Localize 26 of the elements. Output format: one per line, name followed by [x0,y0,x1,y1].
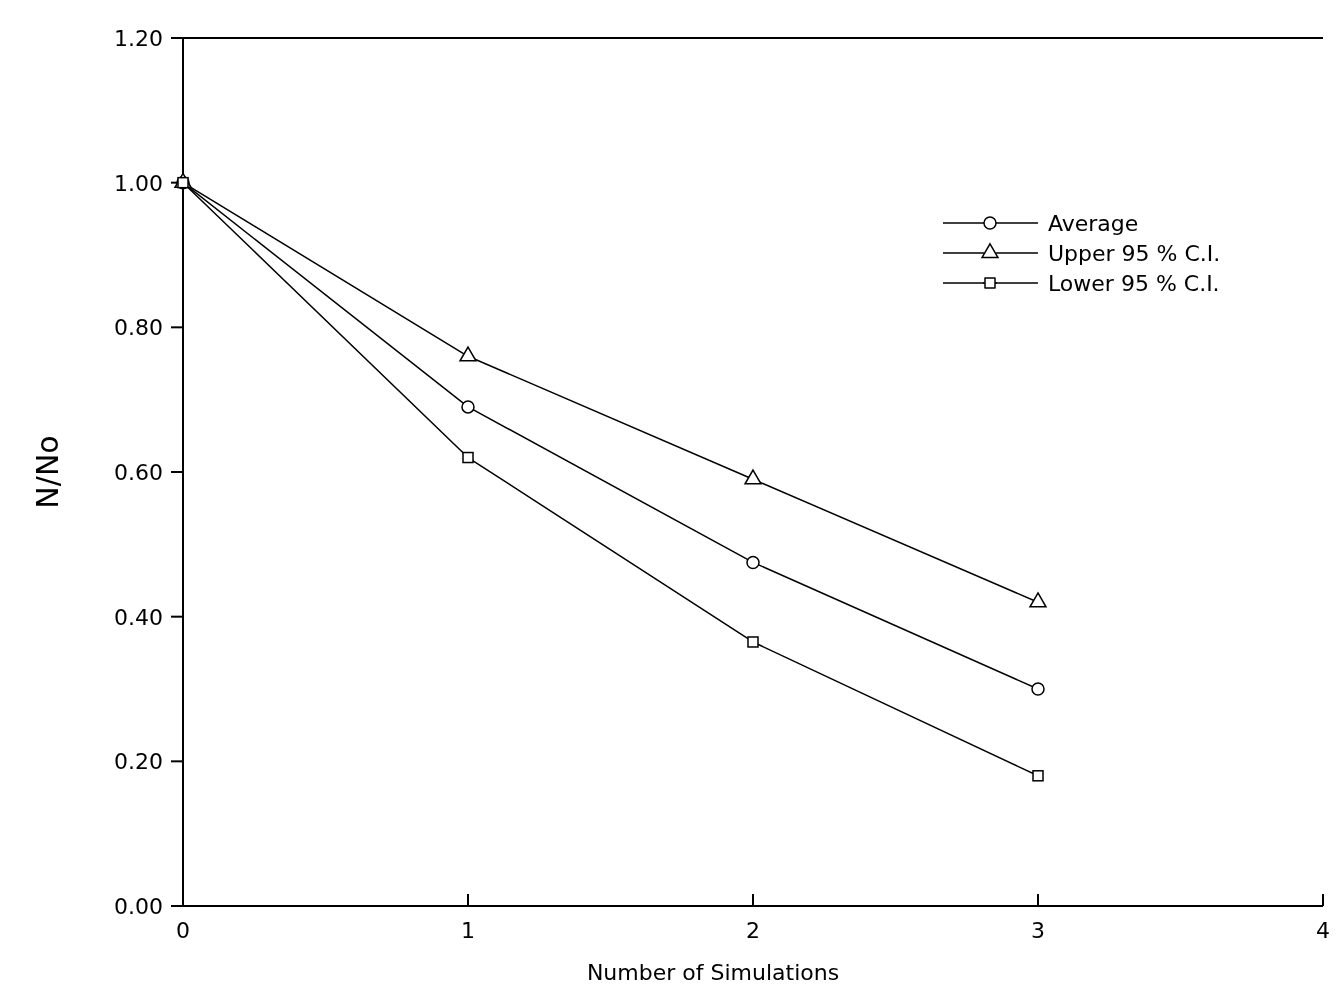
y-axis-title: N/No [30,435,65,509]
x-tick-label: 1 [461,918,475,943]
y-tick-label: 0.80 [114,315,163,341]
y-tick-label: 0.00 [114,894,163,919]
y-tick-label: 1.20 [114,26,163,51]
y-tick-label: 0.40 [114,604,163,630]
y-tick-label: 0.20 [114,749,163,775]
point [747,636,759,648]
legend-label: Upper 95 % C.I. [1048,241,1221,266]
point [459,346,477,362]
point [1032,770,1044,782]
point [462,451,474,464]
y-tick-label: 0.60 [114,460,163,485]
x-tick-label: 4 [1316,918,1330,943]
legend-label: Average [1048,211,1139,236]
x-axis-title: Number of Simulations [586,960,840,985]
x-tick-label: 0 [176,918,190,943]
point [1029,592,1047,608]
point [461,400,475,414]
legend-label: Lower 95 % C.I. [1048,271,1220,296]
point [746,555,760,570]
y-tick-label: 1.00 [114,170,163,196]
point [1031,682,1045,696]
x-tick-label: 2 [746,918,760,943]
x-tick-label: 3 [1031,918,1045,943]
point [744,469,762,485]
